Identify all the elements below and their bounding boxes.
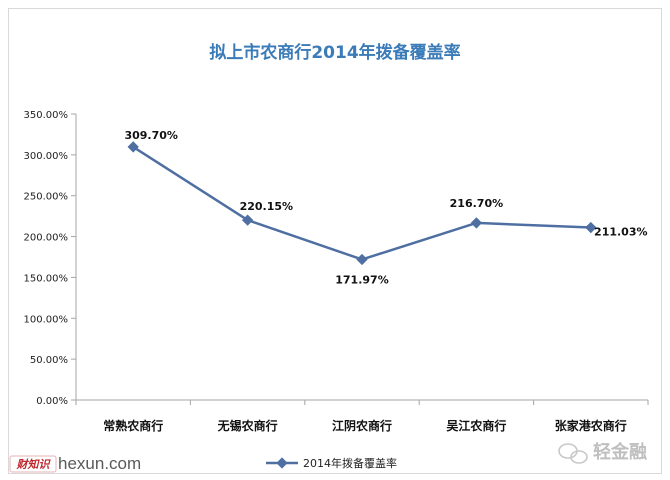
chart-title: 拟上市农商行2014年拨备覆盖率 bbox=[209, 42, 460, 63]
data-label: 220.15% bbox=[240, 200, 293, 213]
legend-label: 2014年拨备覆盖率 bbox=[303, 456, 397, 470]
data-point-marker bbox=[470, 217, 483, 229]
x-tick-label: 无锡农商行 bbox=[217, 418, 278, 433]
x-tick-label: 吴江农商行 bbox=[446, 418, 506, 433]
x-tick-label: 常熟农商行 bbox=[103, 418, 163, 433]
data-label-group: 309.70% 220.15% 171.97% 216.70% 211.03% bbox=[124, 129, 647, 287]
data-label: 171.97% bbox=[335, 273, 388, 286]
watermark-hexun: hexun.com bbox=[58, 454, 141, 473]
watermark-left: 财知识 bbox=[9, 455, 57, 473]
x-tick-label: 江阴农商行 bbox=[332, 418, 392, 433]
watermark-right-text: 轻金融 bbox=[593, 441, 647, 462]
x-tick-group: 常熟农商行 无锡农商行 江阴农商行 吴江农商行 张家港农商行 bbox=[75, 400, 649, 433]
data-point-marker bbox=[585, 221, 597, 234]
watermark-right: 轻金融 bbox=[558, 441, 647, 464]
axes bbox=[75, 114, 648, 401]
wechat-icon bbox=[558, 443, 588, 464]
x-tick-label: 张家港农商行 bbox=[555, 418, 627, 433]
y-tick-label: 300.00% bbox=[24, 151, 69, 162]
data-label: 309.70% bbox=[124, 129, 177, 142]
chart-frame bbox=[8, 8, 662, 474]
data-label: 211.03% bbox=[594, 226, 647, 239]
y-tick-label: 50.00% bbox=[30, 355, 68, 366]
data-point-marker bbox=[127, 141, 139, 153]
y-tick-label: 350.00% bbox=[24, 110, 69, 121]
data-point-marker bbox=[241, 214, 254, 226]
legend-marker bbox=[276, 457, 288, 469]
legend: 2014年拨备覆盖率 bbox=[266, 456, 397, 470]
y-tick-label: 0.00% bbox=[36, 396, 68, 407]
watermark-left-text: 财知识 bbox=[16, 458, 52, 471]
y-tick-label: 250.00% bbox=[24, 192, 69, 203]
data-label: 216.70% bbox=[450, 197, 503, 210]
series-group bbox=[127, 141, 597, 266]
series-line bbox=[132, 145, 591, 261]
y-tick-label: 100.00% bbox=[24, 314, 69, 325]
data-point-marker bbox=[356, 253, 368, 266]
y-tick-group: 0.00% 50.00% 100.00% 150.00% 200.00% 250.00% 3… bbox=[24, 110, 76, 407]
y-tick-label: 200.00% bbox=[24, 233, 69, 244]
y-tick-label: 150.00% bbox=[24, 273, 69, 284]
